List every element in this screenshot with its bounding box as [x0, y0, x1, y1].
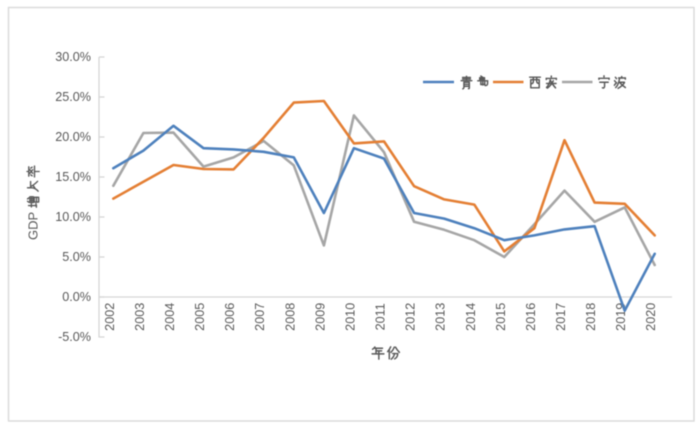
- svg-text:2008: 2008: [283, 303, 297, 331]
- svg-text:2005: 2005: [193, 303, 207, 331]
- svg-text:2017: 2017: [554, 303, 568, 331]
- svg-text:2015: 2015: [494, 303, 508, 331]
- svg-text:10.0%: 10.0%: [55, 210, 91, 224]
- svg-text:2003: 2003: [133, 303, 147, 331]
- svg-text:5.0%: 5.0%: [62, 250, 91, 264]
- svg-text:2006: 2006: [223, 303, 237, 331]
- svg-text:15.0%: 15.0%: [55, 170, 91, 184]
- svg-text:0.0%: 0.0%: [62, 290, 91, 304]
- svg-text:2004: 2004: [163, 303, 177, 331]
- svg-text:-5.0%: -5.0%: [58, 330, 91, 344]
- svg-text:30.0%: 30.0%: [55, 50, 91, 64]
- svg-text:2002: 2002: [103, 303, 117, 331]
- svg-text:20.0%: 20.0%: [55, 130, 91, 144]
- svg-text:2018: 2018: [584, 303, 598, 331]
- svg-text:2013: 2013: [434, 303, 448, 331]
- svg-text:25.0%: 25.0%: [55, 90, 91, 104]
- svg-text:GDP: GDP: [26, 212, 41, 240]
- svg-text:2012: 2012: [404, 303, 418, 331]
- svg-text:2016: 2016: [524, 303, 538, 331]
- svg-text:2009: 2009: [313, 303, 327, 331]
- svg-text:2010: 2010: [343, 303, 357, 331]
- svg-text:2007: 2007: [253, 303, 267, 331]
- svg-text:2011: 2011: [374, 303, 388, 330]
- svg-text:2014: 2014: [464, 303, 478, 331]
- svg-text:2020: 2020: [644, 303, 658, 331]
